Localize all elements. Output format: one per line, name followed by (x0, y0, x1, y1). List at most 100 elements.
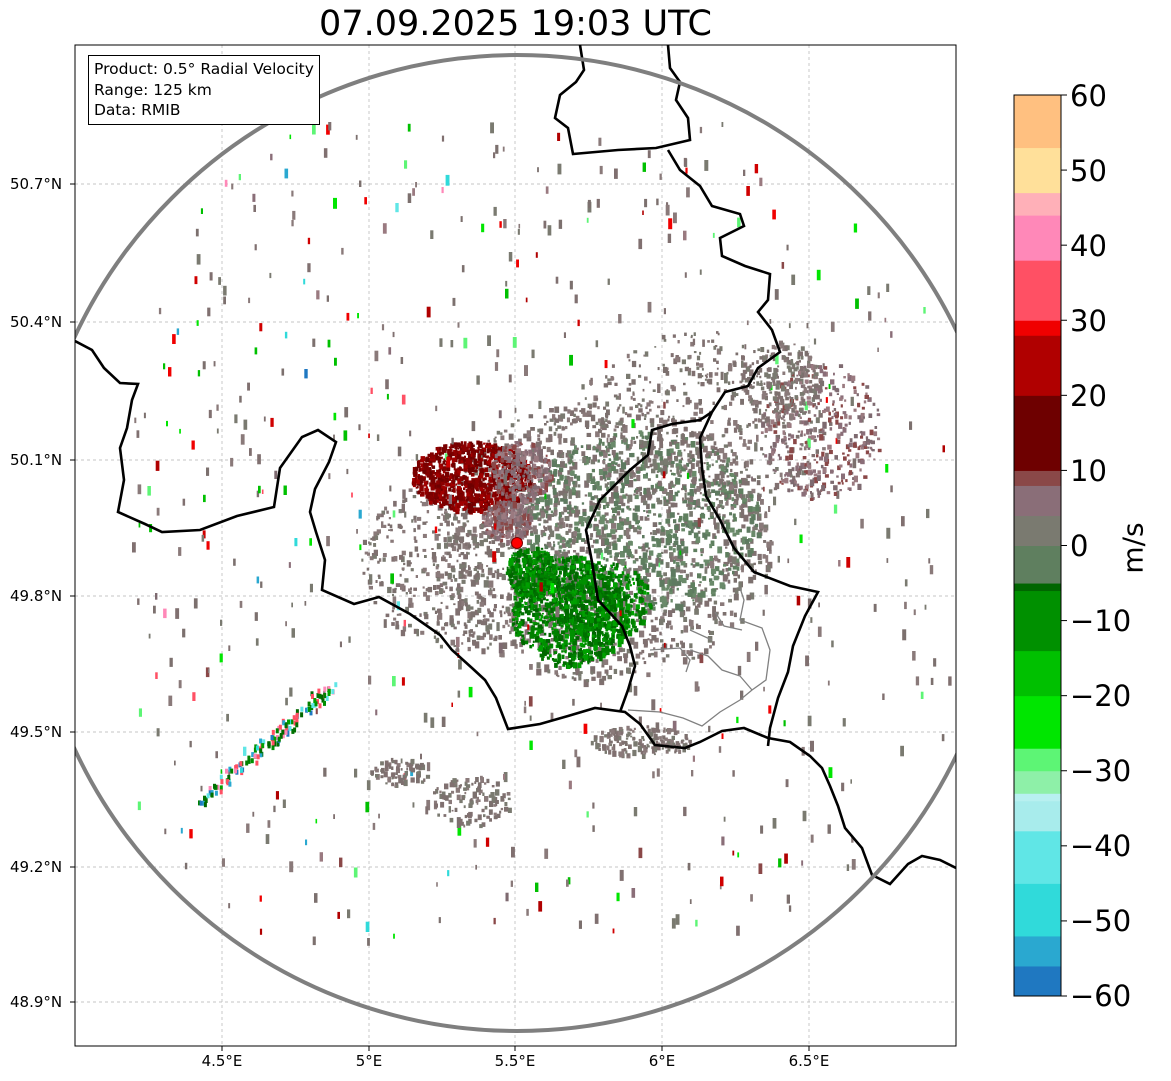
echo-pixel (538, 618, 543, 622)
echo-pixel (544, 423, 547, 426)
echo-pixel (491, 461, 497, 469)
echo-pixel (565, 479, 571, 486)
echo-pixel (500, 551, 505, 557)
echo-pixel (568, 538, 573, 543)
echo-pixel (576, 567, 579, 571)
echo-pixel (515, 620, 519, 625)
echo-pixel (500, 543, 504, 548)
echo-pixel (578, 516, 584, 523)
echo-pixel (494, 475, 498, 478)
echo-pixel (605, 464, 610, 471)
echo-pixel (635, 653, 640, 659)
echo-pixel (748, 506, 753, 513)
echo-pixel (736, 566, 740, 571)
echo-pixel (478, 595, 483, 600)
echo-pixel (617, 406, 621, 409)
echo-pixel (563, 507, 568, 513)
echo-pixel (513, 620, 517, 623)
echo-pixel (582, 637, 587, 643)
echo-pixel (467, 646, 471, 652)
echo-pixel (541, 626, 544, 629)
echo-pixel (517, 445, 520, 447)
echo-pixel (458, 553, 461, 557)
echo-pixel (578, 676, 582, 681)
echo-pixel (669, 589, 673, 595)
echo-pixel (474, 609, 479, 616)
echo-pixel (538, 607, 542, 612)
echo-pixel (589, 601, 592, 606)
echo-pixel (742, 498, 747, 505)
echo-pixel (679, 471, 682, 474)
echo-pixel (660, 529, 666, 536)
echo-pixel (753, 525, 758, 531)
echo-pixel (468, 508, 471, 511)
echo-pixel (490, 449, 494, 454)
echo-pixel (399, 554, 404, 560)
echo-pixel (392, 588, 397, 594)
echo-pixel (660, 616, 665, 621)
echo-pixel (462, 562, 467, 568)
echo-pixel (377, 574, 381, 577)
echo-pixel (607, 482, 610, 485)
echo-pixel (763, 524, 769, 531)
echo-pixel (470, 507, 474, 513)
echo-pixel (633, 527, 638, 533)
echo-pixel (665, 492, 669, 496)
echo-pixel (547, 461, 552, 467)
echo-pixel (735, 352, 739, 356)
echo-pixel (472, 481, 476, 485)
echo-pixel (495, 449, 499, 452)
echo-pixel (445, 586, 448, 590)
echo-pixel (677, 512, 680, 515)
echo-pixel (525, 506, 528, 510)
echo-pixel (656, 497, 660, 502)
echo-pixel (727, 441, 732, 447)
echo-pixel (418, 479, 423, 484)
echo-pixel (550, 449, 554, 456)
echo-pixel (579, 418, 582, 423)
echo-pixel (608, 464, 614, 471)
echo-pixel (619, 628, 624, 634)
echo-pixel (522, 460, 526, 465)
echo-pixel (649, 444, 655, 451)
echo-pixel (722, 575, 728, 582)
echo-pixel (617, 580, 622, 585)
echo-pixel (422, 521, 427, 525)
echo-pixel (624, 613, 628, 619)
echo-pixel (497, 482, 502, 489)
echo-pixel (567, 632, 571, 636)
echo-pixel (675, 477, 678, 481)
echo-pixel (586, 432, 592, 437)
echo-pixel (660, 639, 664, 643)
echo-pixel (639, 630, 645, 638)
echo-pixel (643, 491, 647, 495)
echo-pixel (592, 425, 597, 429)
echo-pixel (373, 549, 378, 556)
echo-pixel (582, 556, 587, 561)
echo-pixel (741, 355, 745, 360)
echo-pixel (829, 422, 833, 426)
echo-pixel (452, 487, 456, 492)
echo-pixel (528, 449, 533, 454)
echo-pixel (448, 446, 451, 449)
echo-pixel (627, 671, 631, 674)
echo-pixel (374, 535, 379, 540)
echo-pixel (557, 550, 560, 554)
echo-pixel (560, 461, 565, 468)
echo-pixel (636, 436, 639, 439)
echo-pixel (769, 541, 774, 546)
echo-pixel (439, 522, 443, 526)
echo-pixel (597, 459, 600, 463)
echo-pixel (588, 456, 591, 460)
echo-pixel (661, 551, 664, 554)
echo-pixel (696, 362, 699, 366)
echo-pixel (747, 439, 752, 444)
echo-pixel (700, 553, 703, 557)
echo-pixel (677, 340, 680, 344)
echo-pixel (467, 544, 472, 549)
echo-pixel (482, 622, 485, 625)
echo-pixel (565, 656, 569, 660)
echo-pixel (532, 620, 537, 624)
echo-pixel (372, 554, 377, 559)
